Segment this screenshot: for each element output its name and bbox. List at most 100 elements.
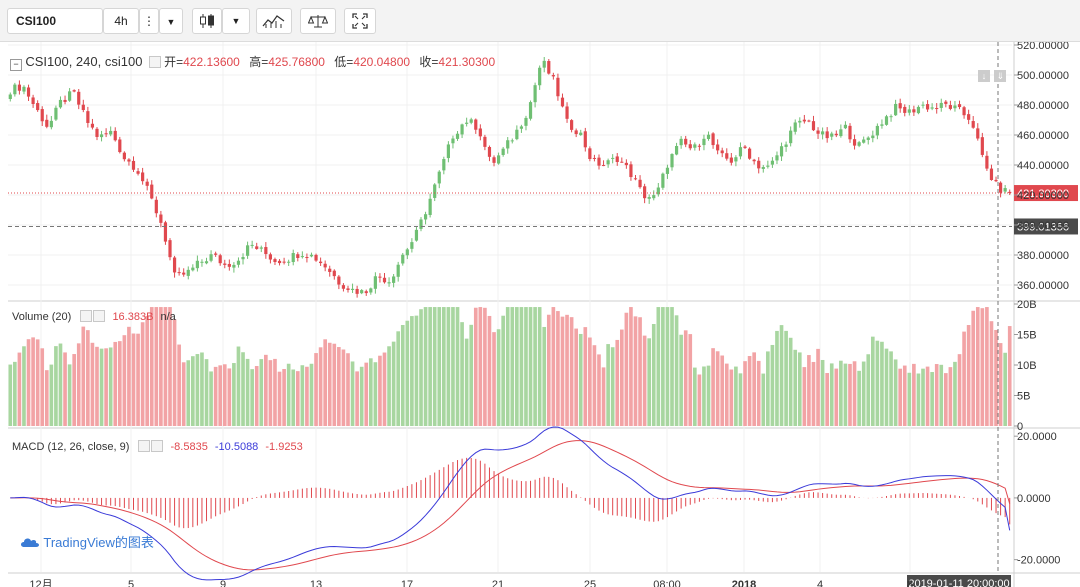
candle-body xyxy=(661,173,665,188)
scale-down-icon[interactable]: ↓ xyxy=(978,70,990,82)
candle-body xyxy=(976,128,980,139)
volume-bar xyxy=(136,333,140,426)
candle-body xyxy=(935,108,939,110)
volume-bar xyxy=(966,325,971,426)
last-price-label: 421.30300 xyxy=(1017,188,1069,200)
low-value: 420.04800 xyxy=(353,55,411,69)
volume-bar xyxy=(236,346,241,426)
volume-bar xyxy=(154,307,159,426)
candle-body xyxy=(8,94,12,99)
top-toolbar: CSI100 4h ⋮ ▼ ▼ xyxy=(0,0,1080,42)
volume-bar xyxy=(423,307,428,426)
scroll-to-end-buttons: ↓ ⇓ xyxy=(978,66,1007,84)
candle-body xyxy=(556,77,560,97)
volume-bar xyxy=(241,352,245,426)
candle-body xyxy=(565,106,569,119)
crosshair-time-label: 2019-01-11 20:00:00 xyxy=(908,578,1009,587)
more-vert-icon: ⋮ xyxy=(143,14,155,28)
volume-bar xyxy=(49,364,54,426)
candle-body xyxy=(104,133,108,135)
volume-bar xyxy=(934,364,939,426)
candle-body xyxy=(414,229,419,241)
volume-tick-label: 15B xyxy=(1017,330,1037,342)
scale-down-icon[interactable]: ⇓ xyxy=(994,70,1007,82)
fullscreen-button[interactable] xyxy=(344,8,376,34)
volume-bar xyxy=(921,368,925,426)
interval-dropdown-button[interactable]: ▼ xyxy=(159,8,183,34)
candle-body xyxy=(118,139,122,153)
volume-bar xyxy=(264,354,268,426)
volume-bar xyxy=(346,353,350,426)
candle-body xyxy=(770,160,775,165)
candle-body xyxy=(716,144,720,151)
volume-value: 16.383B xyxy=(112,311,154,323)
volume-bar xyxy=(706,365,711,426)
candle-body xyxy=(515,129,519,140)
candle-body xyxy=(989,168,994,180)
volume-bar xyxy=(13,361,17,426)
candle-body xyxy=(77,91,81,105)
candle-body xyxy=(592,157,597,159)
high-value: 425.76800 xyxy=(268,55,325,69)
volume-bar xyxy=(95,346,99,426)
candle-body xyxy=(953,105,957,109)
settings-icon[interactable] xyxy=(148,56,161,68)
volume-bar xyxy=(67,364,72,426)
volume-bar xyxy=(460,322,464,426)
candle-body xyxy=(81,104,85,110)
last-price-badge xyxy=(1014,185,1078,202)
candle-body xyxy=(775,155,779,161)
interval-button[interactable]: 4h xyxy=(103,8,139,34)
volume-bar xyxy=(355,371,359,426)
volume-bar xyxy=(560,316,565,426)
candle-body xyxy=(980,137,984,155)
candle-body xyxy=(72,90,76,92)
volume-bar xyxy=(597,354,601,426)
symbol-search-box[interactable]: CSI100 xyxy=(7,8,103,34)
indicators-button[interactable] xyxy=(256,8,292,34)
volume-ma-value: n/a xyxy=(160,311,176,323)
volume-bar xyxy=(537,307,542,426)
compare-button[interactable] xyxy=(300,8,336,34)
price-tick-label: 440.00000 xyxy=(1017,160,1069,172)
tradingview-logo[interactable]: TradingView的图表 xyxy=(20,532,154,551)
volume-bar xyxy=(191,356,195,426)
volume-bar xyxy=(889,351,893,426)
volume-bar xyxy=(172,319,177,426)
volume-bar xyxy=(820,359,825,426)
volume-bar xyxy=(898,368,903,426)
volume-bar xyxy=(610,347,615,426)
settings-icon[interactable] xyxy=(138,440,151,452)
chart-style-dropdown[interactable]: ▼ xyxy=(222,8,250,34)
collapse-icon[interactable]: − xyxy=(10,59,22,71)
candle-body xyxy=(282,261,286,263)
volume-bar xyxy=(487,315,492,426)
main-series-title: CSI100, 240, csi100 xyxy=(25,54,143,69)
volume-bar xyxy=(473,307,478,426)
candle-body xyxy=(328,268,332,272)
chart-style-button[interactable] xyxy=(192,8,222,34)
candle-body xyxy=(638,179,642,188)
candle-body xyxy=(264,247,268,255)
interval-more-button[interactable]: ⋮ xyxy=(139,8,159,34)
volume-bar xyxy=(391,341,396,426)
candle-body xyxy=(22,86,26,92)
price-tick-label: 380.00000 xyxy=(1017,250,1069,262)
volume-bar xyxy=(218,365,223,426)
volume-bar xyxy=(159,307,163,426)
volume-tick-label: 20B xyxy=(1017,299,1037,311)
candle-body xyxy=(159,214,163,223)
candle-body xyxy=(31,97,35,105)
volume-bar xyxy=(875,340,880,426)
settings-icon[interactable] xyxy=(80,310,93,322)
volume-bar xyxy=(779,325,784,426)
close-icon[interactable] xyxy=(93,310,106,322)
candle-body xyxy=(182,272,186,275)
candle-body xyxy=(259,247,263,249)
branding-text: TradingView的图表 xyxy=(43,535,154,550)
candle-body xyxy=(163,222,168,242)
close-icon[interactable] xyxy=(151,440,164,452)
candle-body xyxy=(702,138,706,146)
volume-bar xyxy=(318,347,323,426)
